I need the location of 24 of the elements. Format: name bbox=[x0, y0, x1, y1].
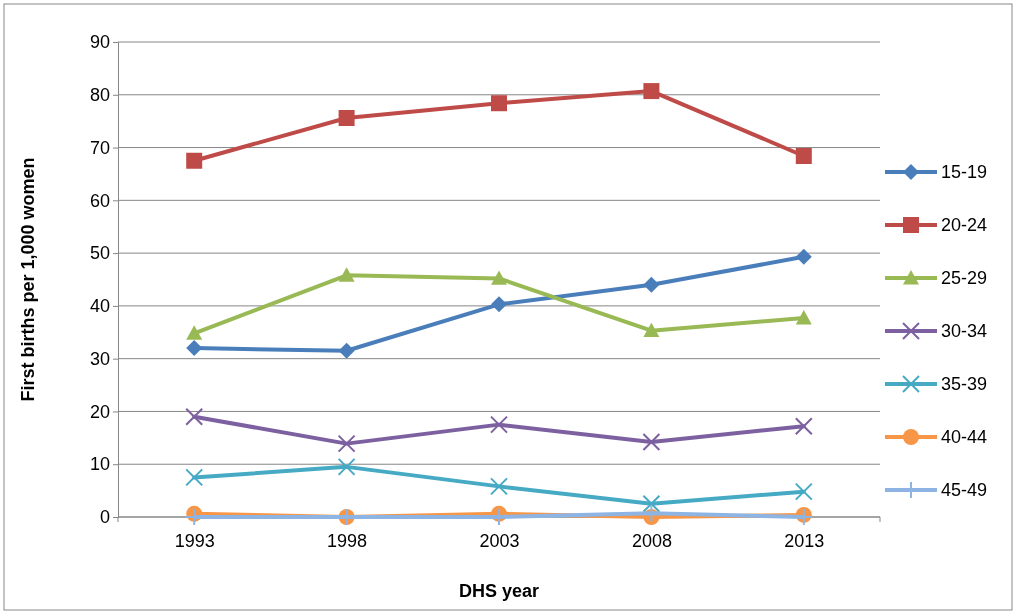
y-tick-label: 10 bbox=[89, 454, 110, 475]
legend-label: 20-24 bbox=[941, 215, 988, 235]
y-tick-label: 0 bbox=[99, 507, 110, 528]
legend-label: 35-39 bbox=[941, 374, 988, 394]
y-tick-label: 80 bbox=[89, 85, 110, 106]
legend-label: 30-34 bbox=[941, 321, 988, 341]
y-axis-title: First births per 1,000 women bbox=[18, 157, 38, 402]
y-tick-label: 90 bbox=[89, 32, 110, 53]
x-tick-label: 1993 bbox=[174, 530, 215, 551]
legend-label: 25-29 bbox=[941, 268, 988, 288]
x-tick-label: 2003 bbox=[479, 530, 520, 551]
y-tick-label: 20 bbox=[89, 401, 110, 422]
y-tick-label: 30 bbox=[89, 348, 110, 369]
y-tick-label: 50 bbox=[89, 243, 110, 264]
y-tick-label: 40 bbox=[89, 296, 110, 317]
x-tick-label: 2008 bbox=[631, 530, 672, 551]
legend-label: 45-49 bbox=[941, 480, 988, 500]
x-tick-label: 2013 bbox=[784, 530, 825, 551]
legend-label: 15-19 bbox=[941, 162, 988, 182]
y-tick-label: 60 bbox=[89, 190, 110, 211]
legend-label: 40-44 bbox=[941, 427, 988, 447]
x-axis-title: DHS year bbox=[458, 581, 540, 601]
y-tick-label: 70 bbox=[89, 137, 110, 158]
x-tick-label: 1998 bbox=[327, 530, 368, 551]
